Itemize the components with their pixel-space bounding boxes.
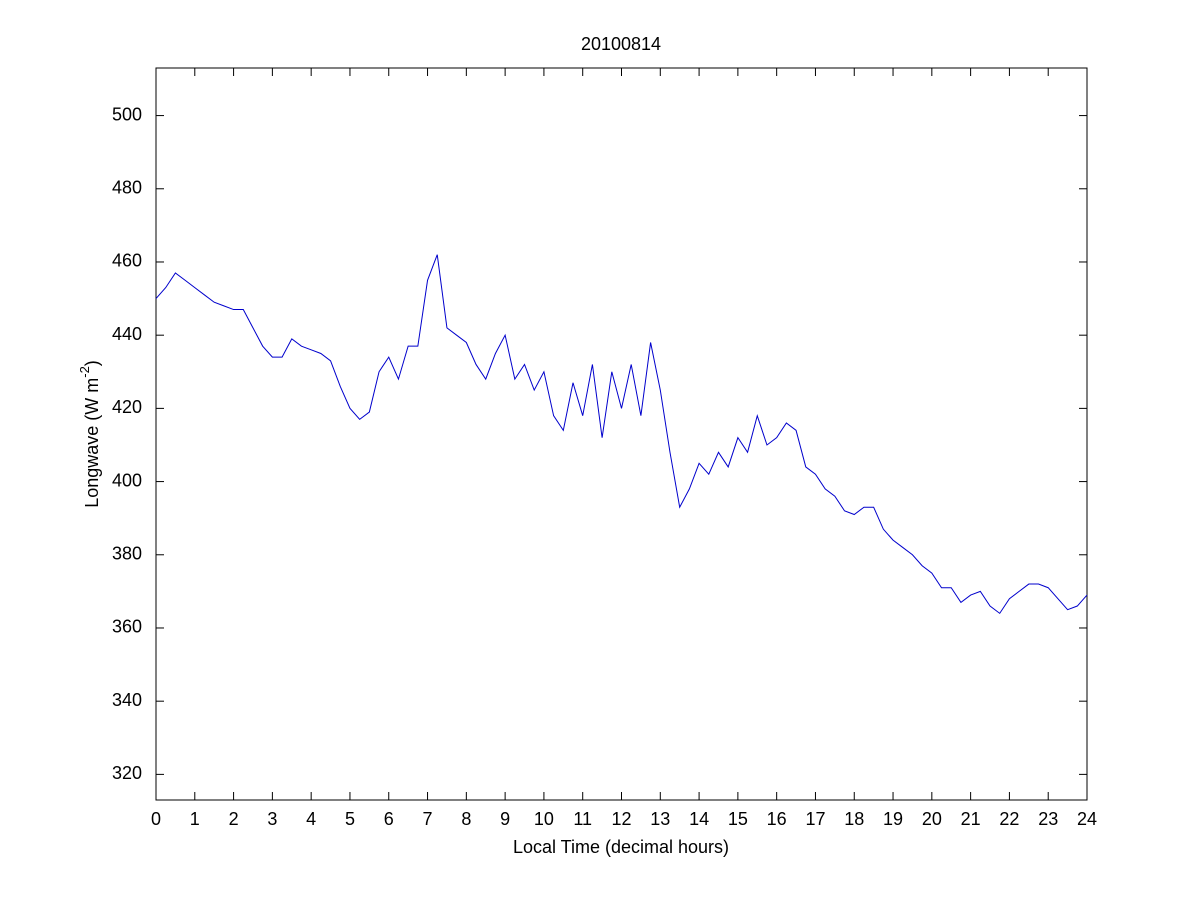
plot-area [155,67,1088,801]
y-tick-label: 380 [112,544,142,564]
y-tick-label: 440 [112,324,142,344]
x-tick-label: 20 [922,809,942,829]
y-axis-label: Longwave (W m-2) [77,360,102,508]
y-axis-label-text: Longwave (W m [82,378,102,508]
x-tick-label: 8 [461,809,471,829]
x-tick-label: 16 [767,809,787,829]
x-tick-label: 11 [573,809,592,829]
x-tick-label: 4 [306,809,316,829]
x-tick-label: 3 [267,809,277,829]
x-tick-label: 7 [423,809,433,829]
x-tick-label: 13 [650,809,670,829]
x-tick-label: 22 [999,809,1019,829]
y-tick-label: 460 [112,251,142,271]
x-tick-label: 24 [1077,809,1097,829]
x-tick-label: 0 [151,809,161,829]
y-axis-label-end: ) [82,360,102,366]
x-tick-label: 15 [728,809,748,829]
x-tick-label: 9 [500,809,510,829]
y-tick-label: 500 [112,104,142,124]
x-tick-label: 23 [1038,809,1058,829]
x-tick-label: 6 [384,809,394,829]
x-tick-label: 14 [689,809,709,829]
x-tick-label: 19 [883,809,903,829]
x-tick-label: 2 [229,809,239,829]
y-tick-label: 480 [112,178,142,198]
data-line [155,254,1088,615]
y-tick-label: 320 [112,763,142,783]
y-tick-label: 400 [112,470,142,490]
y-tick-label: 360 [112,617,142,637]
chart-title: 20100814 [581,34,661,54]
x-tick-label: 1 [190,809,200,829]
x-tick-label: 12 [611,809,631,829]
x-axis-label: Local Time (decimal hours) [513,837,729,857]
y-tick-label: 340 [112,690,142,710]
y-tick-label: 420 [112,397,142,417]
x-tick-label: 10 [534,809,554,829]
x-tick-label: 21 [961,809,981,829]
x-tick-label: 5 [345,809,355,829]
x-tick-label: 17 [805,809,825,829]
x-tick-label: 18 [844,809,864,829]
y-axis-label-exponent: -2 [77,366,92,378]
